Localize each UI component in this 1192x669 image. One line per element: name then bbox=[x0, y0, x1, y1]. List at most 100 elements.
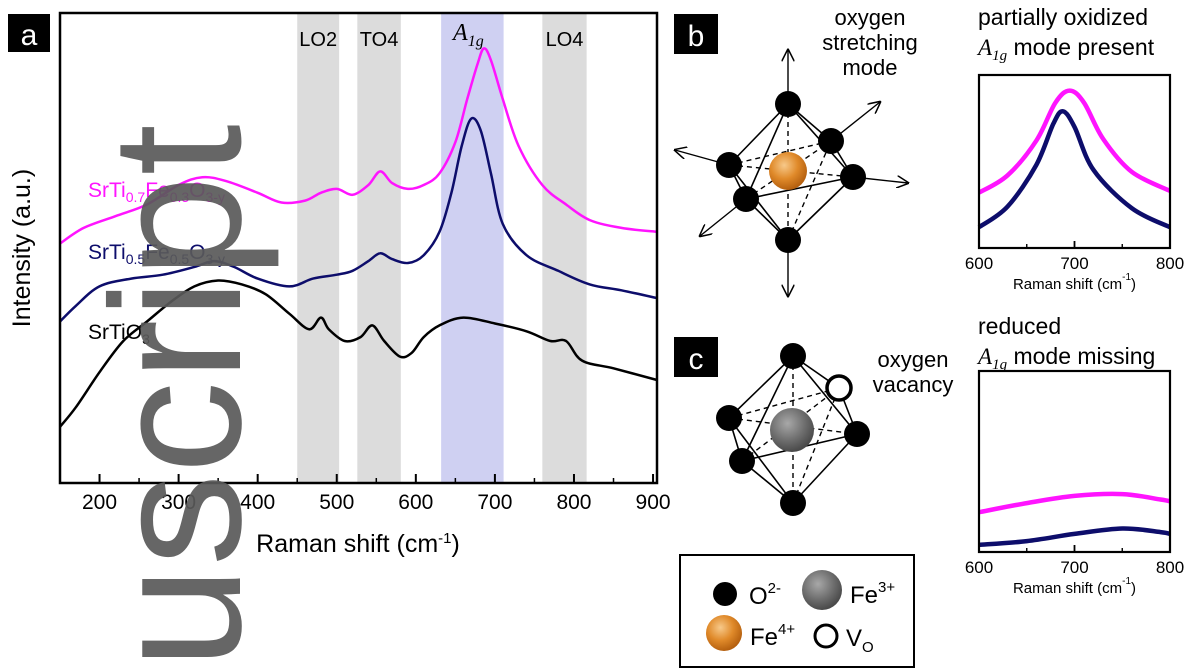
mini-title: reduced bbox=[978, 313, 1061, 339]
legend-fe3-text: Fe3+ bbox=[850, 579, 895, 609]
hidden-bond-1 bbox=[728, 387, 840, 419]
x-tick-label-300: 300 bbox=[161, 491, 196, 514]
mini-series-line-1 bbox=[978, 526, 1171, 548]
panel-b-stretching-diagram: b oxygen stretching mode bbox=[674, 5, 918, 296]
hidden-bond-3 bbox=[728, 164, 854, 178]
mini-x-tick-label-800: 800 bbox=[1156, 254, 1184, 273]
bond-6 bbox=[787, 176, 854, 241]
label-part: 3 bbox=[142, 331, 150, 347]
oxygen-atom-0 bbox=[780, 343, 806, 369]
series-line-2 bbox=[59, 279, 658, 428]
band-1 bbox=[357, 13, 401, 483]
oxygen-atom-2 bbox=[716, 152, 742, 178]
octahedron-vacancy bbox=[716, 343, 870, 516]
mini-subtitle-sub: 1g bbox=[992, 357, 1008, 373]
x-tick-label-200: 200 bbox=[82, 491, 117, 514]
y-axis-label: Intensity (a.u.) bbox=[8, 169, 36, 327]
panel-a-raman-chart: LO2 TO4 A1g LO4 200 300 400 500 600 700 800 900 Sr… bbox=[8, 11, 671, 558]
axis-label-base: Raman shift (cm bbox=[1013, 276, 1122, 293]
mini-series-line-0 bbox=[978, 491, 1171, 515]
mini-subtitle: A1g mode missing bbox=[976, 343, 1155, 373]
panel-label-c-box bbox=[674, 337, 718, 377]
bond-0 bbox=[728, 355, 794, 419]
mini-title: partially oxidized bbox=[978, 4, 1148, 30]
label-line-1: vacancy bbox=[873, 372, 954, 397]
band-label-a1g: A1g bbox=[451, 20, 484, 50]
x-tick-label-500: 500 bbox=[319, 491, 354, 514]
band-label-lo2: LO2 bbox=[299, 29, 337, 51]
band-2 bbox=[441, 13, 504, 483]
mini-frame bbox=[977, 73, 1172, 250]
x-tick-label-600: 600 bbox=[398, 491, 433, 514]
series-label-1: SrTi0.5Fe0.5O3-y bbox=[88, 241, 225, 267]
band-3 bbox=[542, 13, 587, 483]
band-label-lo4: LO4 bbox=[546, 29, 584, 51]
mini-x-axis-label: Raman shift (cm-1) bbox=[1013, 576, 1136, 597]
label-part: O bbox=[189, 241, 205, 264]
label-line-2: mode bbox=[842, 55, 897, 80]
label-part: 0.3 bbox=[170, 189, 190, 205]
legend-frame bbox=[679, 554, 915, 668]
legend-o2-text: O2- bbox=[749, 580, 781, 610]
x-tick-label-800: 800 bbox=[556, 491, 591, 514]
legend-vo-text: VO bbox=[846, 625, 874, 656]
mini-chart-oxidized: partially oxidized A1g mode present 600 700… bbox=[965, 4, 1184, 293]
panel-label-b-text: b bbox=[688, 20, 705, 53]
bond-0 bbox=[728, 103, 789, 166]
band-label-to4: TO4 bbox=[360, 29, 399, 51]
panel-a-frame bbox=[58, 11, 659, 485]
oxygen-atom-4 bbox=[733, 186, 759, 212]
mini-subtitle-rest: mode missing bbox=[1007, 343, 1155, 369]
x-tick-label-400: 400 bbox=[240, 491, 275, 514]
x-tick-label-700: 700 bbox=[477, 491, 512, 514]
oxygen-atom-3 bbox=[844, 421, 870, 447]
oxygen-atom-3 bbox=[840, 164, 866, 190]
x-axis-ticks: 200 300 400 500 600 700 800 900 bbox=[59, 474, 671, 514]
series-lines bbox=[59, 47, 658, 428]
bond-2 bbox=[792, 355, 858, 435]
legend-fe3-marker bbox=[802, 570, 842, 610]
mini-x-tick-label-600: 600 bbox=[965, 558, 993, 577]
mini-series-line-1 bbox=[977, 109, 1171, 230]
bond-1 bbox=[741, 355, 794, 462]
vacancy-label: oxygen vacancy bbox=[873, 347, 954, 397]
axis-label-base: Raman shift (cm bbox=[1013, 580, 1122, 597]
mini-x-tick-label-800: 800 bbox=[1156, 558, 1184, 577]
legend-o2-marker bbox=[713, 582, 737, 606]
series-label-0: SrTi0.7Fe0.3O3-y bbox=[88, 179, 225, 205]
axis-label-exp: -1 bbox=[1122, 576, 1131, 587]
label-part: SrTi bbox=[88, 179, 126, 202]
label-part: 0.5 bbox=[126, 251, 146, 267]
oxygen-atom-2 bbox=[716, 405, 742, 431]
fe4-center-atom bbox=[769, 152, 807, 190]
label-part: Fe bbox=[145, 179, 170, 202]
oxygen-atom-0 bbox=[775, 91, 801, 117]
oxygen-vacancy-site bbox=[825, 374, 853, 402]
mini-subtitle-mode: A bbox=[976, 344, 993, 369]
fe3-center-atom bbox=[770, 408, 814, 452]
label-part: 3-y bbox=[206, 251, 225, 267]
legend-fe4-text: Fe4+ bbox=[750, 621, 795, 651]
bond-6 bbox=[792, 433, 858, 504]
label-part: SrTi bbox=[88, 241, 126, 264]
series-line-1 bbox=[59, 116, 658, 323]
panel-label-b-box bbox=[674, 14, 718, 54]
mini-x-tick-label-700: 700 bbox=[1060, 558, 1088, 577]
series-line-0 bbox=[59, 47, 658, 245]
axis-label-close: ) bbox=[1131, 580, 1136, 597]
panel-label-a: a bbox=[8, 14, 50, 52]
stretching-mode-label: oxygen stretching mode bbox=[822, 5, 917, 80]
panel-label-c-text: c bbox=[689, 343, 704, 376]
mini-series-line-0 bbox=[977, 88, 1172, 195]
mini-subtitle-rest: mode present bbox=[1007, 34, 1155, 60]
oxygen-atom-1 bbox=[775, 227, 801, 253]
oxygen-atom-1 bbox=[780, 490, 806, 516]
axis-label-exp: -1 bbox=[1122, 272, 1131, 283]
bond-8 bbox=[745, 176, 854, 200]
mini-subtitle: A1g mode present bbox=[976, 34, 1155, 64]
band-label-a1g-sub: 1g bbox=[468, 33, 484, 50]
mini-subtitle-sub: 1g bbox=[992, 48, 1008, 64]
band-0 bbox=[297, 13, 340, 483]
